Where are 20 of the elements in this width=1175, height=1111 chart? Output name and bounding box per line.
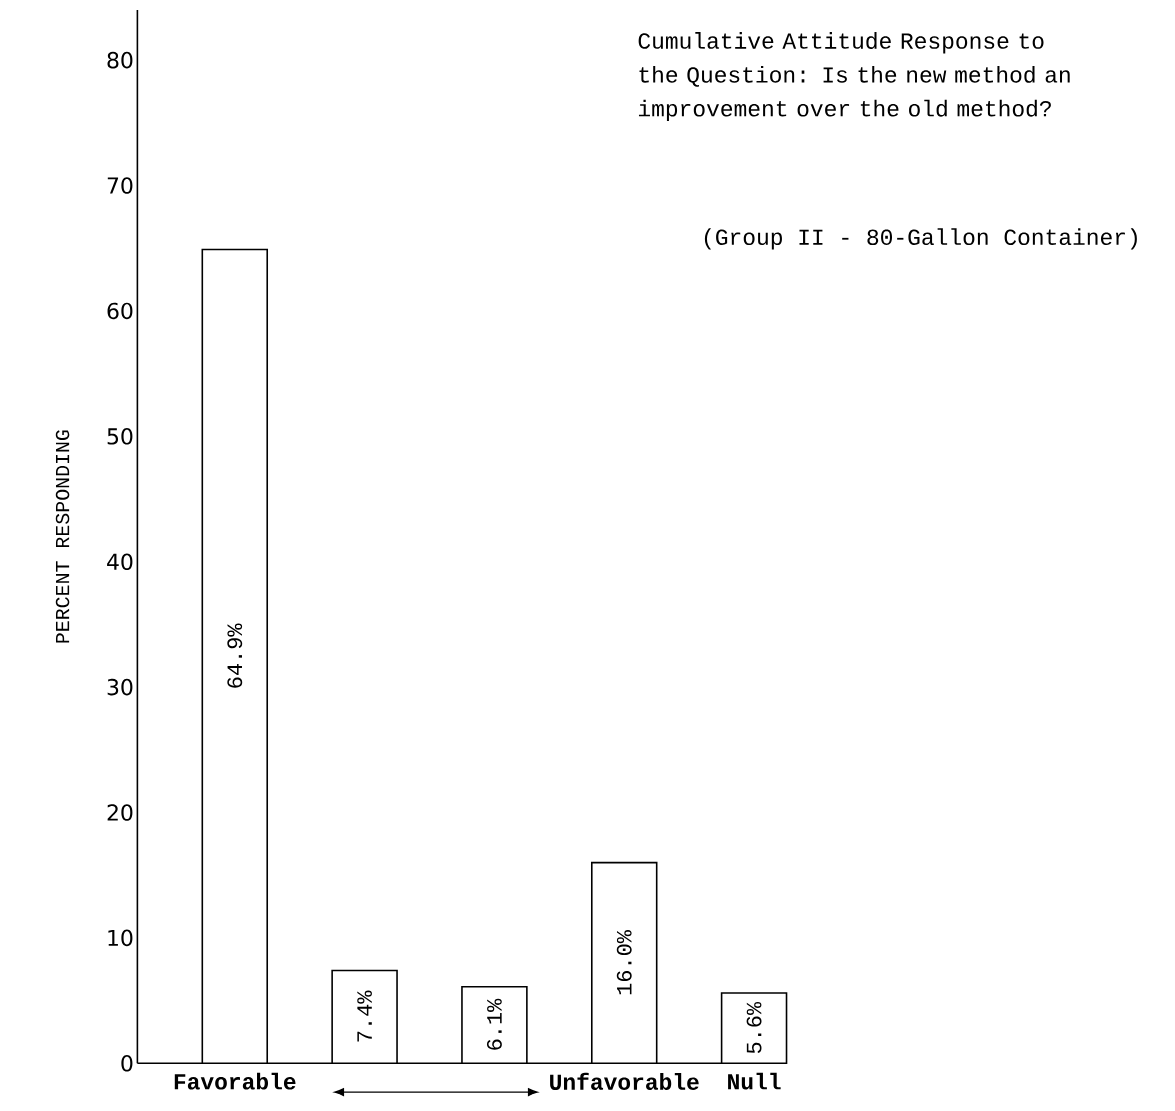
text: Cumulative Attitude Response to the Question: Is the new method an improvement over the old method? <box>638 32 1070 122</box>
y-tick-label: 10 <box>108 929 133 947</box>
y-tick-label: 40 <box>107 553 133 570</box>
y-tick-label: 30 <box>107 678 133 696</box>
y-tick-label: 60 <box>107 302 133 320</box>
y-tick-label: 70 <box>107 177 133 194</box>
y-tick-label: 0 <box>121 1054 133 1072</box>
data-label: 7.4% <box>357 990 372 1042</box>
data-label: 5.6% <box>746 1001 762 1054</box>
data-label: 16.0% <box>616 930 632 995</box>
x-tick-label: Favorable <box>174 1072 296 1090</box>
y-tick-label: 80 <box>107 51 133 69</box>
x-tick-label: Unfavorable <box>550 1072 699 1090</box>
data-label: 64.9% <box>227 623 243 688</box>
x-tick-label: Null <box>728 1072 781 1090</box>
text: (Group II - 80-Gallon Container) <box>704 228 1137 250</box>
data-label: 6.1% <box>486 998 502 1050</box>
y-axis-title: PERCENT RESPONDING <box>55 430 70 643</box>
y-tick-label: 20 <box>107 804 133 821</box>
y-tick-label: 50 <box>107 428 133 445</box>
